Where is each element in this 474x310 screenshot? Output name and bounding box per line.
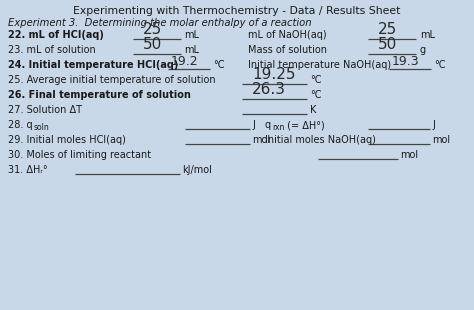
Text: 26.3: 26.3 <box>252 82 286 97</box>
Text: 19.25: 19.25 <box>252 67 295 82</box>
Text: 28. q: 28. q <box>8 120 33 130</box>
Text: 27. Solution ΔT: 27. Solution ΔT <box>8 105 82 115</box>
Text: Initial temperature NaOH(aq): Initial temperature NaOH(aq) <box>248 60 391 70</box>
Text: mL: mL <box>184 45 199 55</box>
Text: mL: mL <box>184 30 199 40</box>
Text: Mass of solution: Mass of solution <box>248 45 327 55</box>
Text: mol: mol <box>432 135 450 145</box>
Text: 22. mL of HCl(aq): 22. mL of HCl(aq) <box>8 30 104 40</box>
Text: J: J <box>432 120 435 130</box>
Text: (= ΔH°): (= ΔH°) <box>284 120 325 130</box>
Text: kJ/mol: kJ/mol <box>182 165 212 175</box>
Text: mL of NaOH(aq): mL of NaOH(aq) <box>248 30 327 40</box>
Text: 25: 25 <box>378 22 397 37</box>
Text: q: q <box>265 120 271 130</box>
Text: mol: mol <box>400 150 418 160</box>
Text: 30. Moles of limiting reactant: 30. Moles of limiting reactant <box>8 150 151 160</box>
Text: mL: mL <box>420 30 435 40</box>
Text: 19.3: 19.3 <box>392 55 419 68</box>
Text: 25: 25 <box>143 22 162 37</box>
Text: Experimenting with Thermochemistry - Data / Results Sheet: Experimenting with Thermochemistry - Dat… <box>73 6 401 16</box>
Text: 25. Average initial temperature of solution: 25. Average initial temperature of solut… <box>8 75 216 85</box>
Text: °C: °C <box>310 75 321 85</box>
Text: mol: mol <box>252 135 270 145</box>
Text: 50: 50 <box>378 37 397 52</box>
Text: Initial moles NaOH(aq): Initial moles NaOH(aq) <box>265 135 376 145</box>
Text: Experiment 3.  Determining the molar enthalpy of a reaction: Experiment 3. Determining the molar enth… <box>8 18 311 28</box>
Text: 50: 50 <box>143 37 162 52</box>
Text: 29. Initial moles HCl(aq): 29. Initial moles HCl(aq) <box>8 135 126 145</box>
Text: 23. mL of solution: 23. mL of solution <box>8 45 96 55</box>
Text: °C: °C <box>310 90 321 100</box>
Text: g: g <box>420 45 426 55</box>
Text: soln: soln <box>34 123 50 132</box>
Text: K: K <box>310 105 316 115</box>
Text: °C: °C <box>434 60 446 70</box>
Text: J: J <box>252 120 255 130</box>
Text: 31. ΔHᵣ°: 31. ΔHᵣ° <box>8 165 47 175</box>
Text: 24. Initial temperature HCl(aq): 24. Initial temperature HCl(aq) <box>8 60 178 70</box>
Text: rxn: rxn <box>272 123 284 132</box>
Text: °C: °C <box>213 60 225 70</box>
Text: 26. Final temperature of solution: 26. Final temperature of solution <box>8 90 191 100</box>
Text: 19.2: 19.2 <box>171 55 199 68</box>
